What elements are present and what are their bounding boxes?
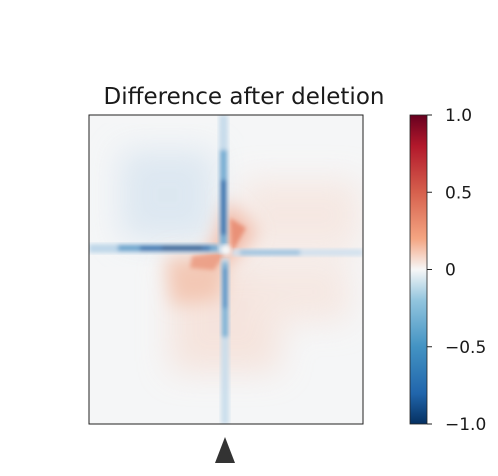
heatmap (89, 115, 363, 424)
diffuse-blue-region (120, 150, 215, 240)
red-core (190, 218, 246, 270)
horizontal-blue-stripe (89, 244, 224, 253)
vertical-blue-stripe (219, 115, 228, 253)
colorbar-tick-label: −0.5 (445, 338, 486, 358)
horizontal-blue-stripe-right (232, 249, 363, 256)
colorbar-tick-label: 0.5 (445, 183, 472, 203)
colorbar-tick-label: −1.0 (445, 415, 486, 435)
colorbar-tick-label: 0 (445, 261, 456, 281)
colorbar: 1.0 0.5 0 −0.5 −1.0 (409, 106, 486, 435)
deletion-center (221, 245, 231, 255)
chart-title: Difference after deletion (104, 84, 385, 110)
colorbar-gradient (410, 115, 427, 424)
vertical-blue-stripe-lower (221, 258, 229, 424)
colorbar-ticks: 1.0 0.5 0 −0.5 −1.0 (427, 106, 486, 435)
heatmap-frame (88, 114, 364, 425)
deletion-site-marker (215, 437, 235, 463)
colorbar-tick-label: 1.0 (445, 106, 472, 126)
